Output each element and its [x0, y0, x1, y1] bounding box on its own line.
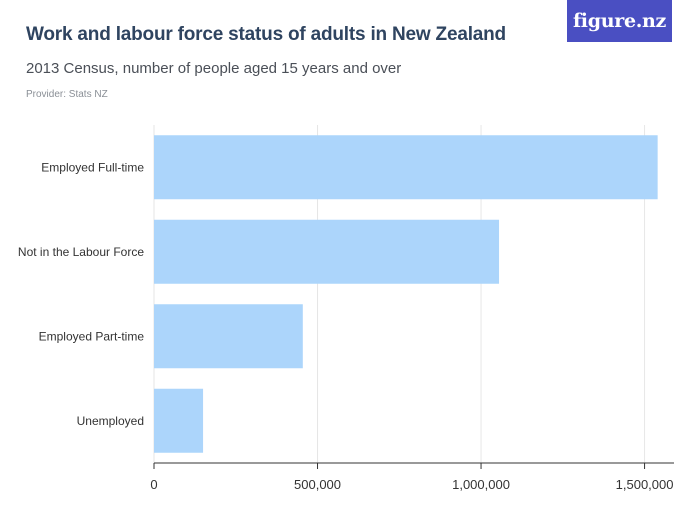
bar-2 — [154, 304, 303, 369]
chart-subtitle: 2013 Census, number of people aged 15 ye… — [26, 60, 402, 77]
bar-3 — [154, 388, 204, 453]
x-tick-label-1: 500,000 — [294, 477, 341, 492]
chart-title: Work and labour force status of adults i… — [26, 24, 506, 45]
x-tick-label-2: 1,000,000 — [452, 477, 510, 492]
category-label-3: Unemployed — [77, 414, 144, 428]
bar-0 — [154, 135, 658, 200]
data-provider: Provider: Stats NZ — [26, 89, 108, 100]
x-tick-label-0: 0 — [150, 477, 157, 492]
x-tick-label-3: 1,500,000 — [616, 477, 674, 492]
figure-nz-logo[interactable]: figure.nz — [567, 0, 672, 42]
bar-1 — [154, 219, 500, 284]
category-label-1: Not in the Labour Force — [18, 245, 144, 259]
category-label-2: Employed Part-time — [39, 329, 145, 343]
category-label-0: Employed Full-time — [41, 160, 144, 174]
